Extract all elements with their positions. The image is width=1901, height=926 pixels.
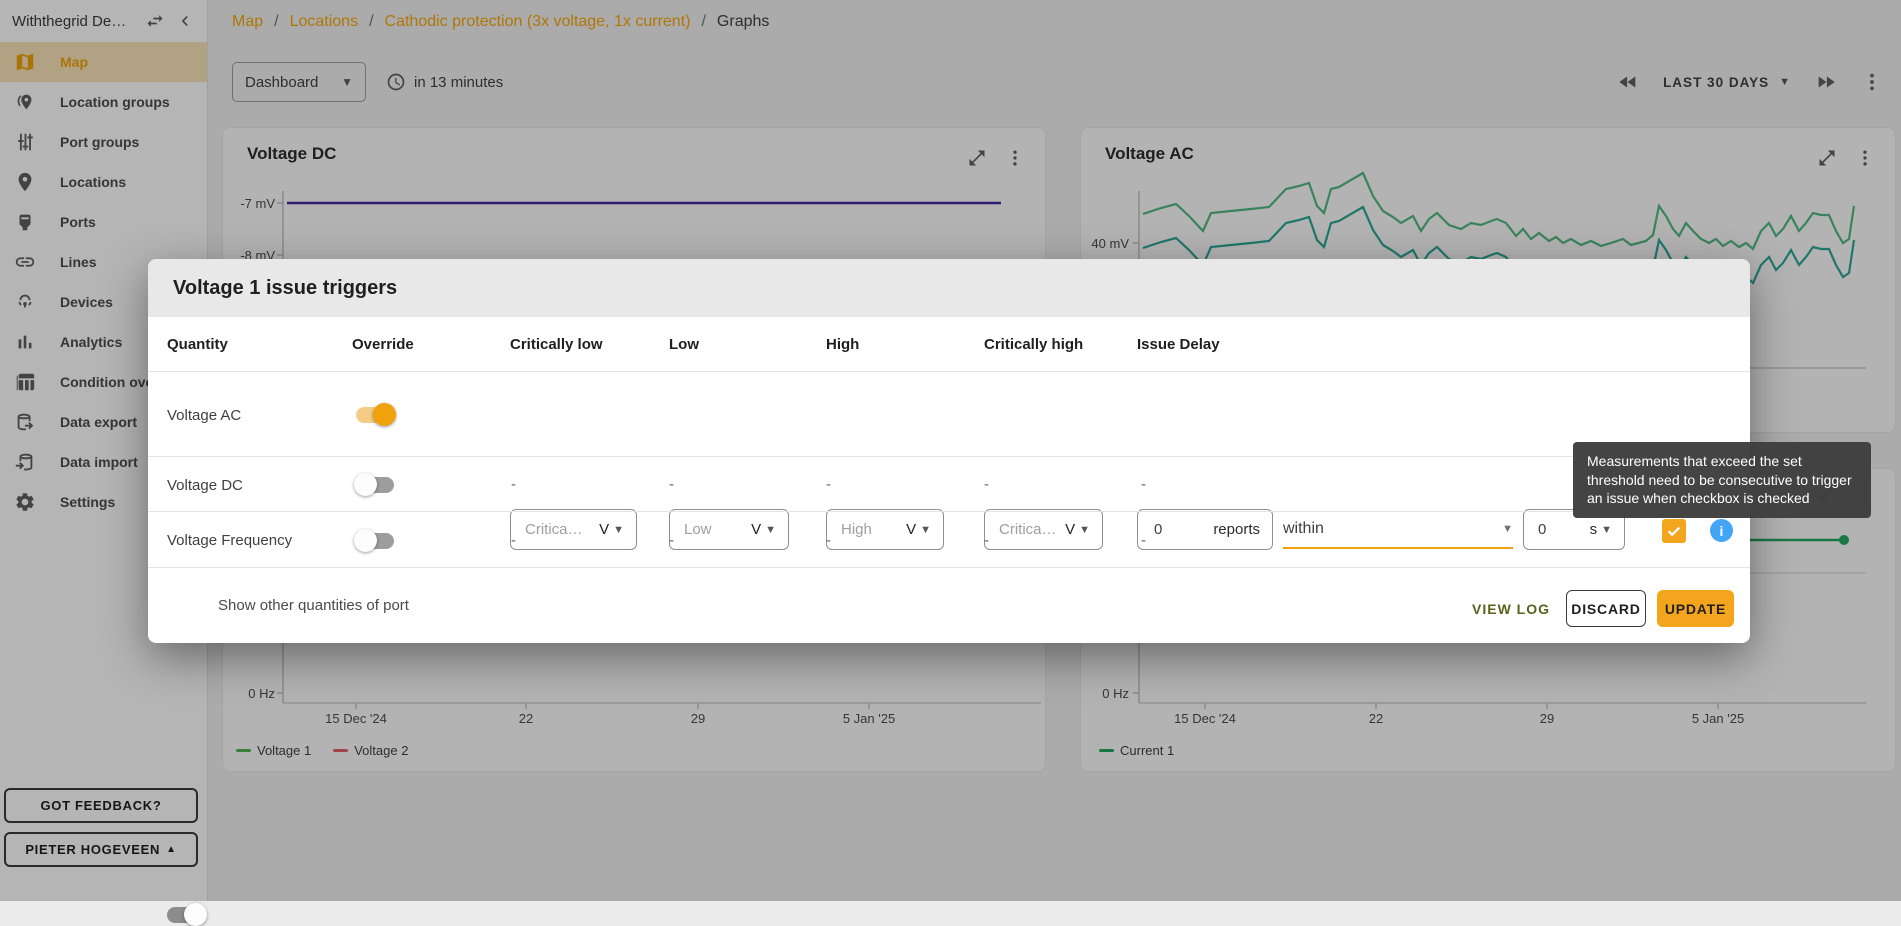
show-other-quantities-label: Show other quantities of port — [218, 597, 409, 614]
toggle-knob — [373, 403, 396, 426]
critically-low-empty: - — [511, 476, 516, 493]
tooltip-line: Measurements that exceed the set — [1587, 452, 1857, 471]
tooltip-line: an issue when checkbox is checked — [1587, 489, 1857, 508]
discard-label: DISCARD — [1571, 601, 1640, 617]
quantity-label: Voltage DC — [167, 477, 243, 494]
col-issue-delay: Issue Delay — [1137, 336, 1220, 353]
col-critically-low: Critically low — [510, 336, 603, 353]
toggle-knob — [354, 473, 377, 496]
override-toggle-voltage-frequency[interactable] — [356, 533, 394, 549]
update-label: UPDATE — [1665, 601, 1726, 617]
issue-delay-empty: - — [1141, 476, 1146, 493]
table-row-voltage-ac: Voltage AC Critica… V▼ Low V▼ High V▼ Cr… — [148, 372, 1750, 457]
toggle-knob — [354, 529, 377, 552]
col-high: High — [826, 336, 859, 353]
view-log-label: VIEW LOG — [1472, 601, 1550, 617]
table-row-voltage-frequency: Voltage Frequency - - - - - — [148, 512, 1750, 568]
col-critically-high: Critically high — [984, 336, 1083, 353]
col-override: Override — [352, 336, 414, 353]
discard-button[interactable]: DISCARD — [1566, 590, 1646, 627]
quantity-label: Voltage Frequency — [167, 532, 292, 549]
update-button[interactable]: UPDATE — [1657, 590, 1734, 627]
table-row-voltage-dc: Voltage DC - - - - - — [148, 457, 1750, 512]
override-toggle-voltage-ac[interactable] — [356, 407, 394, 423]
toggle-knob — [184, 903, 207, 926]
issue-delay-empty: - — [1141, 532, 1146, 549]
critically-low-empty: - — [511, 532, 516, 549]
table-header-row: Quantity Override Critically low Low Hig… — [148, 317, 1750, 372]
quantity-label: Voltage AC — [167, 407, 241, 424]
col-quantity: Quantity — [167, 336, 228, 353]
critically-high-empty: - — [984, 476, 989, 493]
high-empty: - — [826, 532, 831, 549]
modal-header: Voltage 1 issue triggers — [148, 259, 1750, 317]
override-toggle-voltage-dc[interactable] — [356, 477, 394, 493]
consecutive-info-tooltip: Measurements that exceed the set thresho… — [1573, 442, 1871, 518]
low-empty: - — [669, 532, 674, 549]
col-low: Low — [669, 336, 699, 353]
modal-title: Voltage 1 issue triggers — [173, 277, 397, 300]
high-empty: - — [826, 476, 831, 493]
low-empty: - — [669, 476, 674, 493]
issue-triggers-modal: Voltage 1 issue triggers Quantity Overri… — [148, 259, 1750, 643]
show-other-quantities-toggle[interactable] — [167, 907, 205, 923]
view-log-button[interactable]: VIEW LOG — [1472, 590, 1550, 627]
critically-high-empty: - — [984, 532, 989, 549]
tooltip-line: threshold need to be consecutive to trig… — [1587, 471, 1857, 490]
